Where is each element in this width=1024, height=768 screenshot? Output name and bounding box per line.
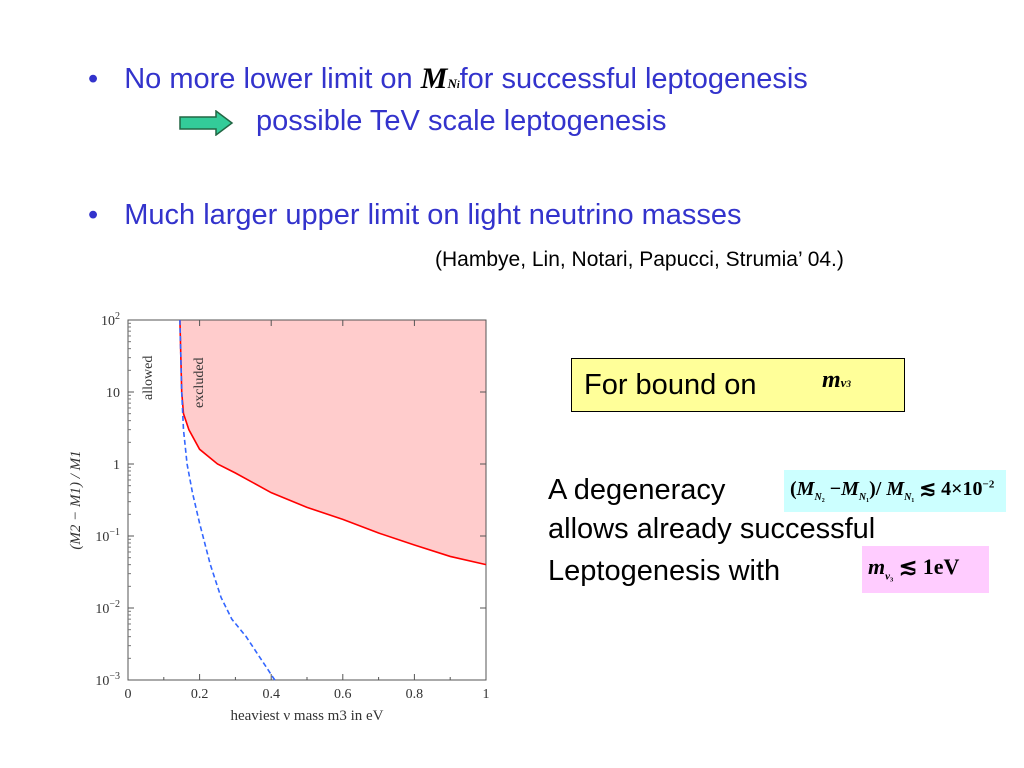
math-3-subsub: 3 [846, 379, 851, 389]
math-m-nu3: mν3 [822, 367, 851, 394]
x-tick-label: 0.2 [191, 687, 209, 702]
chart: 0 0.2 0.4 0.6 0.8 1 10−3 10−2 10−1 1 10 102 allowed e… [68, 311, 490, 724]
red-curve [179, 319, 487, 566]
degeneracy-formula: (MN₂ −MN₁)/ MN₁ ≲ 4×10−2 [790, 478, 995, 503]
y-tick-label: 1 [113, 458, 120, 473]
y-tick-label: 102 [101, 311, 120, 329]
math-m-main: m [822, 367, 841, 393]
bullet-symbol: • [88, 63, 99, 95]
arrow-text: possible TeV scale leptogenesis [256, 105, 667, 137]
bullet-1-after: for successful leptogenesis [459, 63, 808, 95]
bound-box: For bound on mν3 [571, 358, 905, 412]
y-axis-label: (M2 − M1) / M1 [68, 450, 84, 549]
degeneracy-line-3: Leptogenesis with [548, 555, 781, 587]
x-tick-label: 1 [483, 687, 490, 702]
degeneracy-formula-box: (MN₂ −MN₁)/ MN₁ ≲ 4×10−2 [784, 470, 1006, 512]
x-tick-label: 0.4 [262, 687, 280, 702]
math-m: M [420, 62, 448, 95]
allowed-label: allowed [141, 356, 156, 400]
x-tick-label: 0 [125, 687, 132, 702]
excluded-region [179, 320, 486, 565]
bullet-1: • No more lower limit on MNifor successf… [88, 62, 808, 96]
bullet-2-text: Much larger upper limit on light neutrin… [124, 199, 742, 231]
x-axis-label: heaviest ν mass m3 in eV [230, 708, 383, 724]
bullet-2: • Much larger upper limit on light neutr… [88, 199, 742, 232]
excluded-label: excluded [192, 357, 207, 408]
y-tick-label: 10−1 [95, 527, 120, 545]
blue-dashed-curve [179, 319, 276, 681]
math-n-sub: N [447, 76, 457, 91]
bound-label: For bound on [584, 369, 757, 401]
right-arrow-icon [179, 110, 234, 136]
bullet-symbol: • [88, 199, 99, 231]
mass-bound-box: mν₃ ≲ 1eV [862, 546, 989, 593]
y-tick-label: 10−2 [95, 599, 120, 617]
degeneracy-line-2: allows already successful [548, 513, 876, 545]
citation: (Hambye, Lin, Notari, Papucci, Strumia’ … [435, 248, 844, 271]
y-tick-label: 10−3 [95, 671, 120, 689]
x-tick-label: 0.6 [334, 687, 352, 702]
degeneracy-line-1: A degeneracy [548, 474, 726, 506]
mass-bound-formula: mν₃ ≲ 1eV [868, 554, 960, 583]
x-tick-label: 0.8 [406, 687, 424, 702]
math-nu-sub: ν [840, 375, 847, 390]
math-i-subsub: i [456, 80, 460, 91]
bullet-1-before: No more lower limit on [124, 63, 421, 95]
y-tick-label: 10 [106, 386, 120, 401]
